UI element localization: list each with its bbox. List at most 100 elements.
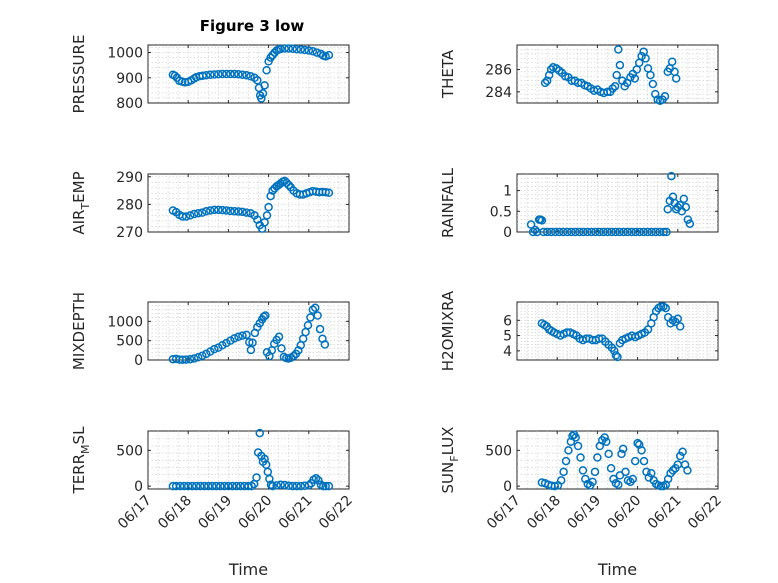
data-point xyxy=(194,353,203,362)
data-point xyxy=(252,473,261,482)
data-point xyxy=(289,351,298,361)
series-markers xyxy=(168,176,334,233)
data-point xyxy=(324,50,334,60)
data-point xyxy=(210,344,219,354)
data-point xyxy=(546,65,556,74)
x-tick-label: 06/21 xyxy=(645,493,685,533)
data-point xyxy=(265,474,274,484)
y-axis-label: SUNFLUX xyxy=(439,427,461,494)
data-point xyxy=(683,466,692,475)
data-point xyxy=(181,212,191,221)
data-point xyxy=(641,54,650,63)
data-point xyxy=(595,227,604,237)
data-point xyxy=(600,433,609,442)
data-point xyxy=(224,481,233,491)
data-point xyxy=(311,474,321,483)
data-point xyxy=(590,467,600,477)
data-point xyxy=(639,456,649,466)
data-point xyxy=(542,76,552,85)
data-point xyxy=(581,474,590,484)
data-point xyxy=(262,65,271,75)
data-point xyxy=(591,227,600,237)
data-point xyxy=(284,44,293,53)
data-point xyxy=(210,70,219,79)
data-point xyxy=(280,44,289,53)
y-axis-label-part: THETA xyxy=(439,49,457,99)
y-tick-label: 900 xyxy=(116,71,143,87)
data-point xyxy=(288,481,297,491)
data-point xyxy=(647,227,656,237)
data-point xyxy=(603,227,612,237)
data-point xyxy=(218,205,227,215)
data-point xyxy=(208,481,217,491)
data-point xyxy=(178,212,187,221)
data-point xyxy=(296,481,306,491)
data-point xyxy=(276,44,285,54)
data-point xyxy=(171,481,181,491)
data-point xyxy=(234,70,243,79)
y-axis-label-part: AIR xyxy=(70,210,88,235)
data-point xyxy=(288,44,297,54)
data-point xyxy=(685,219,695,228)
data-point xyxy=(617,449,626,459)
data-point xyxy=(633,438,642,448)
data-point xyxy=(558,227,568,237)
data-point xyxy=(296,45,306,54)
data-point xyxy=(228,481,237,491)
series-markers xyxy=(540,45,681,106)
data-point xyxy=(319,481,328,491)
subplot-5: 0 500 1000 MIXDEPTH xyxy=(70,292,350,370)
data-point xyxy=(264,202,273,212)
y-axis-label-part: MIXDEPTH xyxy=(70,292,88,370)
data-point xyxy=(526,220,536,229)
data-point xyxy=(324,481,334,491)
data-point xyxy=(608,84,617,93)
data-point xyxy=(321,481,330,491)
data-point xyxy=(292,45,301,54)
y-tick-label: 0 xyxy=(503,479,512,495)
data-point xyxy=(530,225,540,235)
data-point xyxy=(675,322,685,331)
data-point xyxy=(198,351,207,360)
data-point xyxy=(238,331,247,340)
data-point xyxy=(230,207,239,216)
grid-lines xyxy=(517,174,718,232)
data-point xyxy=(189,209,199,219)
data-point xyxy=(314,476,323,485)
data-point xyxy=(292,481,301,491)
data-point xyxy=(200,481,209,491)
data-point xyxy=(619,227,628,237)
y-axis-label-part: M xyxy=(79,444,92,454)
data-point xyxy=(179,481,189,491)
data-point xyxy=(611,227,620,237)
data-point xyxy=(202,71,211,80)
data-point xyxy=(646,70,655,80)
y-axis-label: RAINFALL xyxy=(439,167,457,238)
y-tick-label: 6 xyxy=(503,313,512,329)
figure-title: Figure 3 low xyxy=(200,17,305,35)
data-point xyxy=(248,338,257,347)
y-axis-label-part: H2OMIXRA xyxy=(439,290,457,371)
data-point xyxy=(238,207,247,217)
data-point xyxy=(556,476,566,485)
data-point xyxy=(575,227,584,237)
data-point xyxy=(614,480,623,489)
data-point xyxy=(222,206,231,215)
x-tick-label: 06/17 xyxy=(484,493,524,533)
data-point xyxy=(262,211,272,220)
y-tick-label: 280 xyxy=(116,197,143,213)
data-point xyxy=(202,207,211,216)
data-point xyxy=(242,330,251,340)
data-point xyxy=(656,302,666,311)
subplot-8: 0 500 06/17 06/18 06/19 06/20 06/21 06/22 Time SU… xyxy=(439,427,725,579)
data-point xyxy=(194,208,203,218)
data-point xyxy=(631,227,640,237)
data-point xyxy=(253,76,262,85)
y-tick-label: 5 xyxy=(503,329,512,345)
data-point xyxy=(170,71,180,81)
y-axis-label: AIRTEMP xyxy=(70,171,92,234)
x-tick-label: 06/17 xyxy=(115,493,155,533)
data-point xyxy=(300,45,310,55)
